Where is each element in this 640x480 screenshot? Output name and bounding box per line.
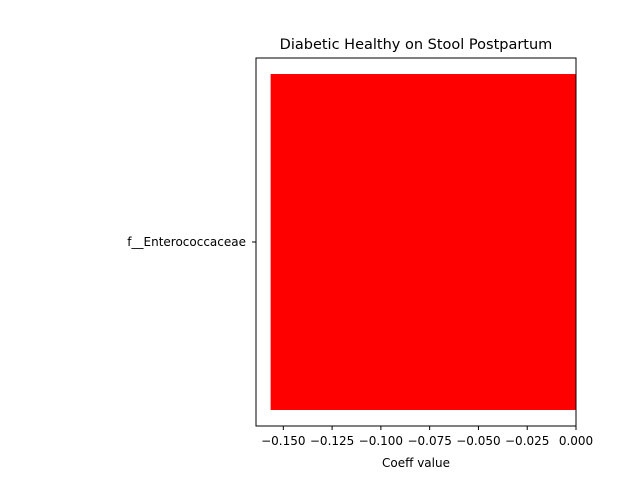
chart-title: Diabetic Healthy on Stool Postpartum <box>280 37 553 53</box>
x-tick-label: 0.000 <box>559 434 593 448</box>
x-tick-label: −0.125 <box>310 434 354 448</box>
x-axis-ticks: −0.150 −0.125 −0.100 −0.075 −0.050 −0.025 0.00… <box>261 426 593 448</box>
x-tick-label: −0.150 <box>261 434 305 448</box>
x-axis-label: Coeff value <box>382 456 450 470</box>
bars-group <box>270 74 576 410</box>
y-tick-label: f__Enterococcaceae <box>127 235 246 249</box>
bar-f__Enterococcaceae <box>270 74 576 410</box>
x-tick-label: −0.100 <box>359 434 403 448</box>
y-axis-ticks: f__Enterococcaceae <box>127 235 256 249</box>
x-tick-label: −0.050 <box>456 434 500 448</box>
x-tick-label: −0.075 <box>407 434 451 448</box>
x-tick-label: −0.025 <box>505 434 549 448</box>
